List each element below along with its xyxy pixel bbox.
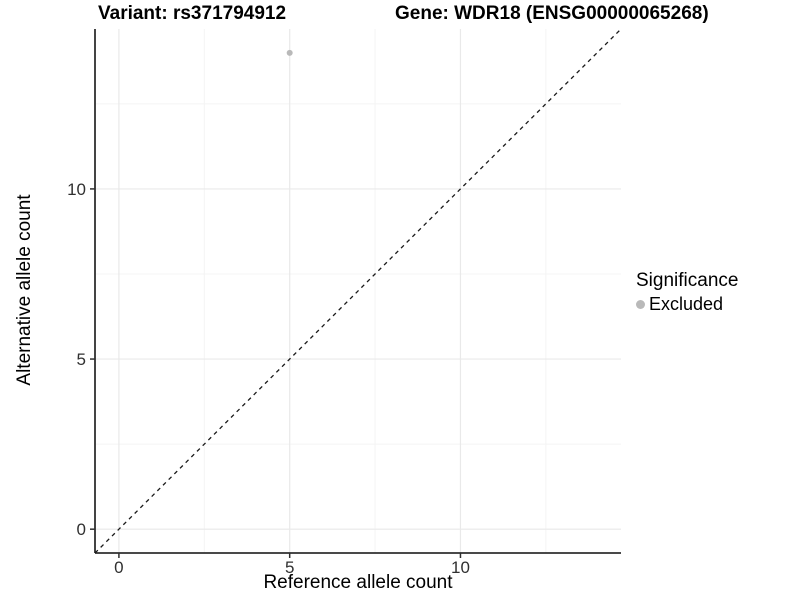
- x-tick-label: 10: [451, 558, 470, 577]
- x-tick-label: 5: [285, 558, 294, 577]
- legend: Significance Excluded: [636, 270, 738, 315]
- y-tick-label: 5: [77, 350, 86, 369]
- legend-point-icon: [636, 300, 645, 309]
- y-tick-label: 10: [67, 180, 86, 199]
- y-axis-title: Alternative allele count: [14, 194, 35, 386]
- identity-reference-line: [94, 28, 622, 554]
- legend-item-excluded: Excluded: [636, 294, 738, 315]
- x-tick-label: 0: [114, 558, 123, 577]
- x-axis-title: Reference allele count: [263, 572, 453, 593]
- data-point: [286, 49, 293, 56]
- plot-title-gene: Gene: WDR18 (ENSG00000065268): [395, 3, 709, 24]
- plot-title-variant: Variant: rs371794912: [98, 3, 287, 24]
- legend-title: Significance: [636, 270, 739, 291]
- legend-item-label: Excluded: [649, 294, 724, 314]
- y-tick-label: 0: [77, 520, 86, 539]
